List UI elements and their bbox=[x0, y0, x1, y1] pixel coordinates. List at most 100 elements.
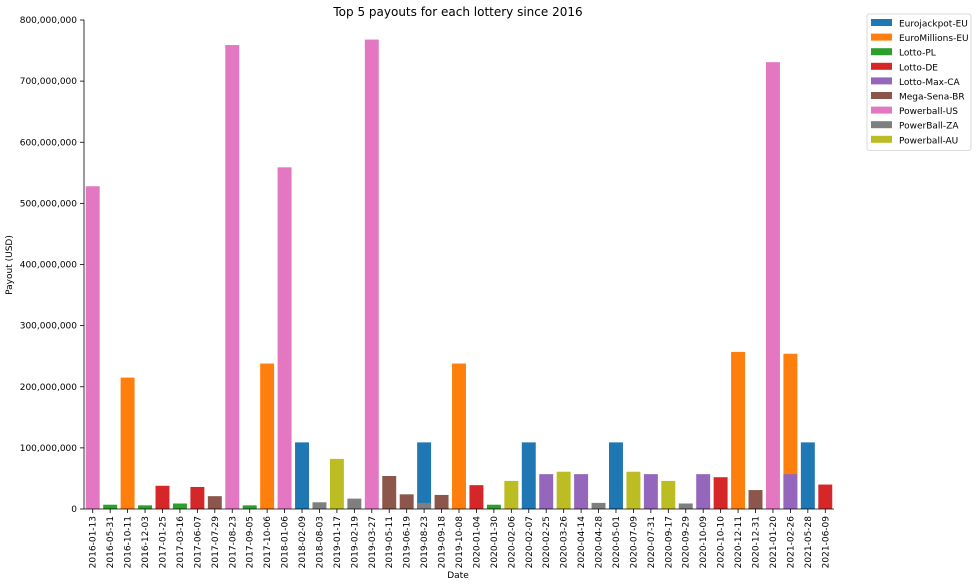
bar-lotto-de-2017-06-07 bbox=[190, 486, 205, 509]
y-tick-label: 700,000,000 bbox=[20, 77, 78, 87]
x-tick-label: 2016-12-03 bbox=[141, 516, 151, 568]
bar-lotto-de-2020-01-04 bbox=[469, 485, 484, 509]
bar-lotto-pl-2017-09-05 bbox=[242, 505, 257, 509]
x-tick-label: 2017-07-29 bbox=[211, 516, 221, 569]
y-tick-label: 100,000,000 bbox=[20, 444, 78, 454]
x-tick-label: 2020-02-25 bbox=[542, 516, 552, 568]
legend-label: Lotto-PL bbox=[899, 49, 936, 59]
legend-swatch-powerball-us bbox=[871, 106, 892, 114]
bar-euromillions-eu-2017-10-06 bbox=[260, 363, 275, 509]
bar-lotto-de-2020-10-10 bbox=[713, 477, 728, 509]
y-tick-label: 200,000,000 bbox=[20, 383, 78, 393]
bar-eurojackpot-eu-2020-05-01 bbox=[609, 442, 623, 509]
x-axis-label: Date bbox=[447, 571, 469, 581]
legend-swatch-powerball-au bbox=[871, 135, 892, 143]
bar-eurojackpot-eu-2021-05-28 bbox=[800, 442, 815, 509]
bar-lotto-max-ca-2020-04-14 bbox=[574, 474, 589, 509]
bar-powerball-us-2016-01-13 bbox=[85, 186, 100, 509]
bar-powerball-au-2020-02-06 bbox=[504, 480, 519, 509]
legend-swatch-lotto-max-ca bbox=[871, 77, 892, 85]
y-tick-label: 400,000,000 bbox=[20, 261, 78, 271]
bar-lotto-max-ca-2020-02-25 bbox=[539, 474, 554, 509]
legend-label: Lotto-DE bbox=[899, 63, 938, 73]
bar-lotto-pl-2016-12-03 bbox=[138, 505, 153, 509]
bar-powerball-us-2018-01-06 bbox=[277, 167, 292, 509]
bar-euromillions-eu-2020-12-11 bbox=[731, 351, 746, 509]
chart-title: Top 5 payouts for each lottery since 201… bbox=[332, 5, 582, 19]
bar-powerball-au-2020-03-26 bbox=[556, 471, 571, 509]
bar-powerball-us-2019-03-27 bbox=[364, 39, 379, 510]
x-tick-label: 2019-05-11 bbox=[385, 516, 395, 568]
legend-frame bbox=[866, 13, 972, 151]
legend-label: Powerball-US bbox=[899, 107, 958, 117]
bar-powerball-za-2018-08-03 bbox=[312, 502, 327, 509]
x-tick-label: 2018-02-09 bbox=[298, 516, 308, 569]
x-tick-label: 2020-07-09 bbox=[629, 516, 639, 569]
x-tick-label: 2020-10-09 bbox=[699, 516, 709, 569]
bar-powerball-us-2021-01-20 bbox=[765, 62, 780, 510]
x-tick-label: 2021-05-28 bbox=[804, 516, 814, 569]
bar-powerball-za-2020-09-29 bbox=[678, 503, 693, 509]
x-tick-label: 2020-09-29 bbox=[682, 516, 692, 569]
bar-powerball-za-2019-08-23 bbox=[417, 502, 432, 509]
x-tick-label: 2016-05-31 bbox=[106, 516, 116, 568]
y-tick-label: 800,000,000 bbox=[20, 16, 78, 26]
x-tick-label: 2020-12-11 bbox=[734, 516, 744, 568]
legend-label: Lotto-Max-CA bbox=[899, 78, 960, 88]
x-tick-label: 2017-01-25 bbox=[158, 516, 168, 568]
bar-mega-sena-br-2019-06-19 bbox=[399, 494, 414, 509]
x-tick-label: 2021-02-26 bbox=[786, 516, 796, 569]
bar-powerball-au-2019-01-17 bbox=[329, 458, 344, 509]
legend-label: Eurojackpot-EU bbox=[899, 20, 968, 30]
y-tick-label: 500,000,000 bbox=[20, 199, 78, 209]
x-tick-label: 2020-04-28 bbox=[595, 516, 605, 569]
bar-mega-sena-br-2020-12-31 bbox=[748, 490, 763, 509]
axis-lines bbox=[83, 20, 834, 510]
x-tick-label: 2019-09-18 bbox=[438, 516, 448, 569]
x-tick-label: 2020-09-17 bbox=[664, 516, 674, 568]
x-tick-label: 2017-03-16 bbox=[176, 516, 186, 569]
bar-mega-sena-br-2019-05-11 bbox=[382, 475, 397, 509]
x-tick-label: 2020-01-04 bbox=[472, 516, 482, 569]
legend-label: PowerBall-ZA bbox=[899, 122, 959, 132]
y-axis: 0 100,000,000 200,000,000 300,000,000 400,00… bbox=[20, 16, 84, 515]
x-tick-label: 2019-02-19 bbox=[350, 516, 360, 569]
bar-euromillions-eu-2016-10-11 bbox=[120, 377, 135, 509]
x-tick-label: 2018-08-03 bbox=[315, 516, 325, 568]
bar-mega-sena-br-2017-07-29 bbox=[207, 496, 222, 509]
bar-lotto-max-ca-2021-02-26 bbox=[783, 474, 798, 509]
x-tick-label: 2019-10-08 bbox=[455, 516, 465, 569]
legend-swatch-eurojackpot-eu bbox=[871, 19, 892, 26]
bar-eurojackpot-eu-2020-02-07 bbox=[521, 442, 536, 509]
bar-powerball-au-2020-09-17 bbox=[661, 480, 676, 509]
x-tick-label: 2021-01-20 bbox=[769, 516, 779, 569]
x-tick-label: 2017-09-05 bbox=[246, 516, 256, 568]
bar-eurojackpot-eu-2019-08-23 bbox=[417, 442, 432, 509]
x-tick-label: 2017-10-06 bbox=[263, 516, 273, 569]
bar-lotto-de-2017-01-25 bbox=[155, 485, 170, 509]
x-tick-label: 2017-06-07 bbox=[193, 516, 203, 568]
bar-lotto-max-ca-2020-07-31 bbox=[643, 474, 658, 509]
x-tick-label: 2018-01-06 bbox=[281, 516, 291, 569]
legend-swatch-mega-sena-br bbox=[871, 92, 892, 99]
bar-euromillions-eu-2021-02-26 bbox=[783, 353, 798, 509]
y-tick-label: 600,000,000 bbox=[20, 138, 78, 148]
legend-swatch-powerball-za bbox=[871, 121, 892, 129]
x-tick-label: 2019-08-23 bbox=[420, 516, 430, 568]
x-tick-label: 2020-03-26 bbox=[560, 516, 570, 569]
y-axis-label: Payout (USD) bbox=[5, 235, 15, 295]
x-tick-label: 2019-03-27 bbox=[368, 516, 378, 568]
x-tick-label: 2017-08-23 bbox=[228, 516, 238, 568]
x-tick-label: 2019-01-17 bbox=[333, 516, 343, 568]
bar-powerball-za-2019-02-19 bbox=[347, 498, 362, 509]
x-tick-label: 2020-07-31 bbox=[647, 516, 657, 568]
bar-powerball-au-2020-07-09 bbox=[626, 471, 641, 509]
x-tick-label: 2020-02-06 bbox=[507, 516, 517, 569]
legend: Eurojackpot-EU EuroMillions-EU Lotto-PL Lot… bbox=[866, 13, 972, 151]
bar-lotto-pl-2016-05-31 bbox=[103, 504, 118, 509]
bar-lotto-de-2021-06-09 bbox=[818, 484, 833, 509]
y-tick-label: 0 bbox=[71, 505, 77, 515]
x-tick-label: 2016-01-13 bbox=[89, 516, 99, 568]
bar-mega-sena-br-2019-09-18 bbox=[434, 494, 449, 509]
x-tick-label: 2021-06-09 bbox=[821, 516, 831, 569]
